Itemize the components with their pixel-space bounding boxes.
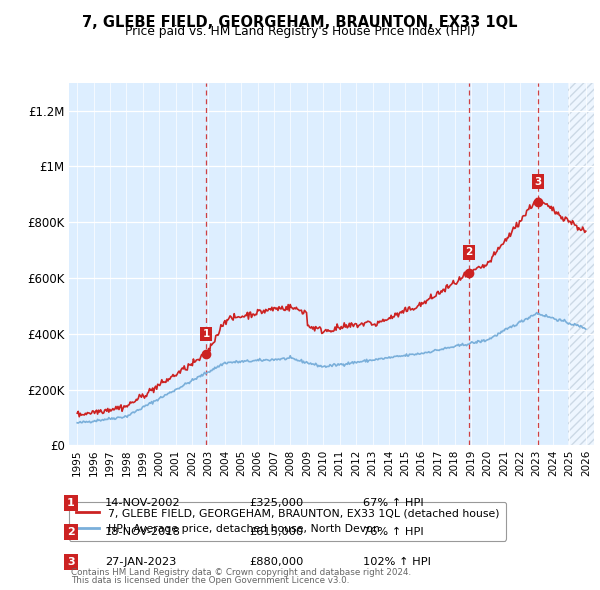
Text: 102% ↑ HPI: 102% ↑ HPI: [363, 557, 431, 566]
Text: 67% ↑ HPI: 67% ↑ HPI: [363, 498, 424, 507]
Text: 27-JAN-2023: 27-JAN-2023: [105, 557, 176, 566]
Text: Price paid vs. HM Land Registry's House Price Index (HPI): Price paid vs. HM Land Registry's House …: [125, 25, 475, 38]
Text: 18-NOV-2018: 18-NOV-2018: [105, 527, 181, 537]
Text: £615,000: £615,000: [249, 527, 303, 537]
Text: 2: 2: [67, 527, 74, 537]
Text: 76% ↑ HPI: 76% ↑ HPI: [363, 527, 424, 537]
Text: 1: 1: [203, 329, 210, 339]
Text: 7, GLEBE FIELD, GEORGEHAM, BRAUNTON, EX33 1QL: 7, GLEBE FIELD, GEORGEHAM, BRAUNTON, EX3…: [82, 15, 518, 30]
Text: 3: 3: [534, 176, 542, 186]
Text: £325,000: £325,000: [249, 498, 303, 507]
Legend: 7, GLEBE FIELD, GEORGEHAM, BRAUNTON, EX33 1QL (detached house), HPI: Average pri: 7, GLEBE FIELD, GEORGEHAM, BRAUNTON, EX3…: [69, 502, 506, 540]
Text: 2: 2: [465, 247, 472, 257]
Bar: [568, 83, 600, 445]
Text: 3: 3: [67, 557, 74, 566]
Text: This data is licensed under the Open Government Licence v3.0.: This data is licensed under the Open Gov…: [71, 576, 349, 585]
Text: £880,000: £880,000: [249, 557, 304, 566]
Text: 14-NOV-2002: 14-NOV-2002: [105, 498, 181, 507]
Text: Contains HM Land Registry data © Crown copyright and database right 2024.: Contains HM Land Registry data © Crown c…: [71, 568, 411, 577]
Text: 1: 1: [67, 498, 74, 507]
